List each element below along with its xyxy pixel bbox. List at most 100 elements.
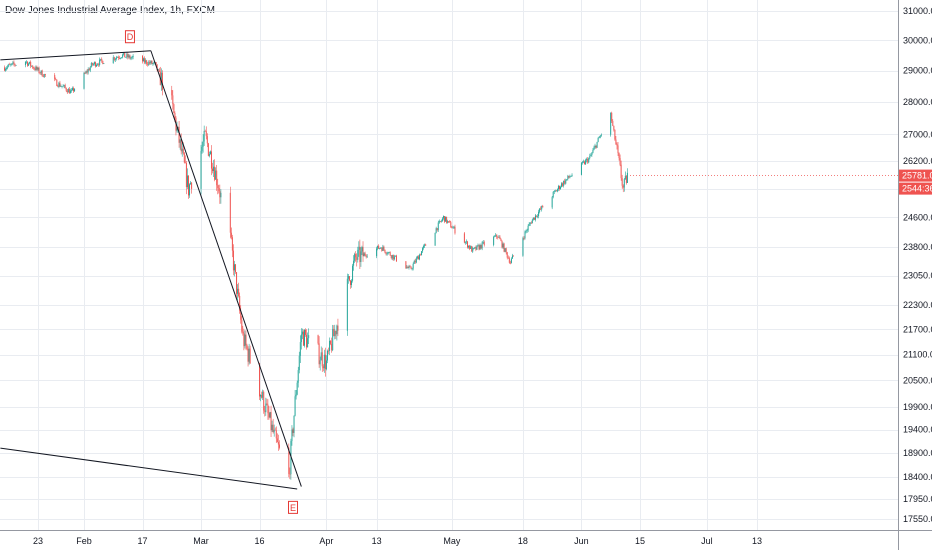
candle-body	[157, 69, 159, 71]
candle-body	[116, 57, 118, 58]
candle	[84, 71, 86, 75]
candle-body	[385, 252, 387, 254]
candle	[385, 251, 387, 256]
candle	[186, 168, 188, 190]
candle-body	[158, 69, 160, 72]
candle-body	[210, 151, 212, 169]
candle-body	[360, 251, 362, 263]
candle	[39, 72, 41, 75]
candle	[513, 255, 515, 257]
candle-body	[57, 86, 59, 87]
candle	[439, 220, 441, 223]
candle-body	[424, 244, 426, 246]
candle-body	[271, 424, 273, 431]
candle-body	[447, 221, 449, 223]
candle-body	[147, 63, 149, 65]
candle	[7, 64, 9, 70]
candle	[623, 177, 625, 192]
candle	[12, 60, 14, 65]
candle-body	[129, 55, 131, 59]
candle	[450, 220, 452, 228]
candle-body	[142, 56, 144, 62]
candle	[538, 209, 540, 219]
x-tick-label: Mar	[193, 536, 209, 546]
candle-body	[407, 267, 409, 269]
candle-body	[8, 64, 10, 67]
candle-body	[126, 54, 128, 57]
candle	[242, 325, 244, 336]
candle-body	[493, 236, 495, 245]
candle-body	[296, 382, 298, 395]
y-tick-label: 21700.00	[903, 324, 932, 334]
candle	[91, 62, 93, 67]
candle-body	[144, 58, 146, 63]
candle	[452, 225, 454, 229]
candle	[504, 248, 506, 253]
candle-body	[353, 260, 355, 266]
candle	[506, 251, 508, 260]
candle-body	[220, 192, 222, 198]
candle	[565, 178, 567, 185]
candle	[362, 241, 364, 262]
candle	[273, 424, 275, 437]
candle	[328, 347, 330, 355]
candle-body	[64, 85, 66, 88]
candle-body	[322, 366, 324, 369]
candle	[246, 343, 248, 351]
candle-body	[333, 328, 335, 337]
candle-body	[336, 325, 338, 335]
candle-body	[217, 185, 219, 189]
candle	[411, 267, 413, 271]
candle	[67, 87, 69, 93]
candle-body	[73, 88, 75, 92]
candle	[382, 244, 384, 251]
candle	[539, 208, 541, 214]
candle	[143, 57, 145, 62]
candle	[528, 221, 530, 227]
candle-body	[503, 243, 505, 252]
candle	[612, 119, 614, 127]
candle-body	[66, 90, 68, 93]
candle	[34, 66, 36, 71]
candle-body	[376, 248, 378, 257]
candle-body	[358, 246, 360, 250]
candle-body	[453, 226, 455, 228]
candle-body	[537, 216, 539, 217]
candle	[320, 346, 322, 361]
candle-body	[469, 245, 471, 249]
candle-body	[127, 54, 129, 58]
candle-body	[523, 238, 525, 239]
candle	[594, 143, 596, 149]
candle	[561, 182, 563, 188]
candle	[230, 227, 232, 240]
candle	[238, 282, 240, 298]
candle	[534, 213, 536, 222]
candle	[405, 261, 407, 269]
candle	[376, 246, 378, 259]
candle	[207, 142, 209, 157]
candle	[144, 56, 146, 65]
candle-body	[146, 60, 148, 64]
x-tick-label: Jul	[701, 536, 713, 546]
candle	[274, 427, 276, 431]
candle	[560, 185, 562, 190]
candle	[249, 345, 251, 365]
candle	[6, 66, 8, 71]
candle	[127, 52, 129, 60]
candle	[366, 254, 368, 258]
candle-body	[11, 63, 13, 65]
candle-body	[246, 344, 248, 349]
candle	[302, 329, 304, 346]
candle-body	[513, 255, 515, 257]
candle	[122, 53, 124, 59]
candle	[15, 64, 17, 66]
x-tick-label: 13	[372, 536, 382, 546]
candle-body	[5, 68, 7, 71]
candle-body	[265, 403, 267, 413]
chart-title: Dow Jones Industrial Average Index, 1h, …	[5, 5, 215, 16]
y-tick-label: 19900.00	[903, 402, 932, 412]
candle	[511, 253, 513, 259]
candle-body	[357, 249, 359, 260]
